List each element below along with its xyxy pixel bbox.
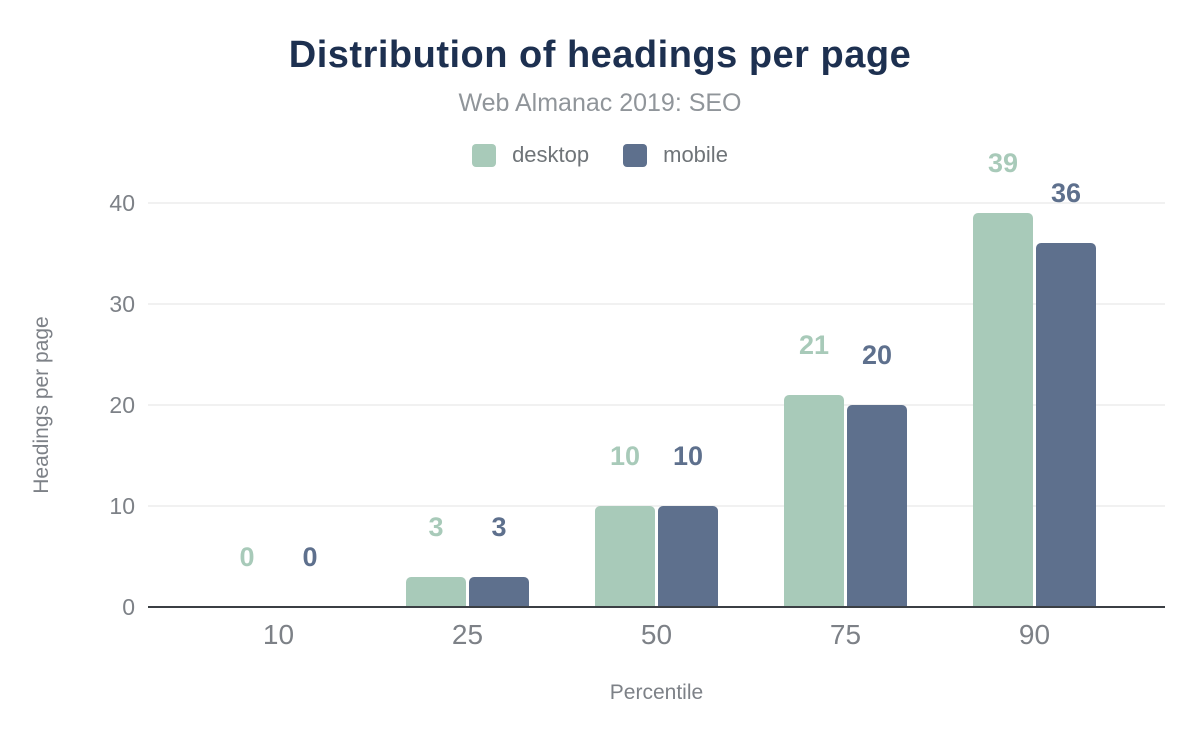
- bar-desktop-p90: [973, 213, 1033, 607]
- bar-value-desktop-p10: 0: [239, 542, 255, 572]
- legend-item-desktop: desktop: [472, 142, 589, 168]
- x-tick-label-75: 75: [829, 619, 862, 650]
- bar-value-mobile-p50: 10: [672, 441, 704, 471]
- bar-value-desktop-p75: 21: [798, 329, 830, 360]
- bar-value-mobile-p75: 20: [861, 340, 893, 370]
- bar-value-mobile-p10: 0: [302, 542, 318, 572]
- gridline-40: [148, 202, 1165, 204]
- y-tick-label-0: 0: [122, 594, 135, 620]
- chart-title: Distribution of headings per page: [288, 34, 912, 76]
- bar-value-desktop-p50: 10: [609, 441, 641, 471]
- gridline-10: [148, 505, 1165, 507]
- y-tick-label-20: 20: [109, 392, 135, 418]
- bar-mobile-p50: [658, 506, 718, 607]
- y-tick-label-30: 30: [109, 291, 135, 317]
- x-tick-label-25: 25: [451, 619, 484, 650]
- x-axis-line: [148, 606, 1165, 608]
- desktop-swatch-icon: [472, 143, 497, 167]
- gridline-30: [148, 303, 1165, 305]
- y-axis-title: Headings per page: [30, 316, 53, 494]
- legend-label-mobile: mobile: [663, 142, 728, 167]
- bar-value-mobile-p25: 3: [491, 511, 507, 542]
- chart-subtitle: Web Almanac 2019: SEO: [458, 89, 742, 117]
- x-axis-title: Percentile: [609, 681, 704, 704]
- bar-mobile-p75: [847, 405, 907, 607]
- y-tick-label-10: 10: [109, 493, 135, 519]
- bar-value-desktop-p90: 39: [987, 148, 1019, 179]
- bar-desktop-p50: [595, 506, 655, 607]
- bar-mobile-p90: [1036, 243, 1096, 607]
- bar-mobile-p25: [469, 576, 529, 607]
- legend: desktop mobile: [0, 142, 1200, 168]
- x-tick-label-50: 50: [640, 619, 673, 650]
- bar-desktop-p25: [406, 576, 466, 607]
- gridline-20: [148, 404, 1165, 406]
- plot-area: 0 10 20 30 40 10 0 0 25 3 3 50 10 10 75 21 20 90 39 36: [109, 149, 1165, 650]
- y-tick-label-40: 40: [109, 190, 135, 216]
- legend-label-desktop: desktop: [512, 142, 590, 167]
- x-tick-label-90: 90: [1018, 619, 1051, 650]
- bar-desktop-p75: [784, 394, 844, 607]
- mobile-swatch-icon: [623, 143, 648, 167]
- bar-value-mobile-p90: 36: [1050, 178, 1082, 209]
- x-tick-label-10: 10: [262, 619, 295, 650]
- bar-value-desktop-p25: 3: [428, 511, 444, 542]
- legend-item-mobile: mobile: [623, 142, 728, 168]
